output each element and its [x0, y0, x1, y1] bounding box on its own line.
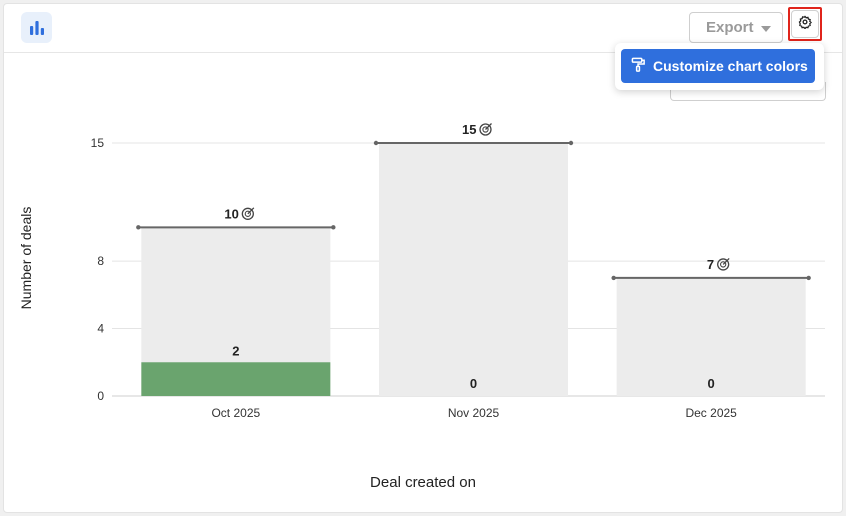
- target-icon-ring: [720, 261, 727, 268]
- y-tick-label: 15: [91, 136, 105, 150]
- customize-chart-colors-item[interactable]: Customize chart colors: [621, 49, 815, 83]
- target-icon-ring: [244, 210, 251, 217]
- settings-button[interactable]: [788, 7, 822, 41]
- goal-line-endpoint: [611, 275, 616, 281]
- bar-value-label: 0: [708, 376, 715, 391]
- target-icon-arrow: [485, 123, 492, 130]
- y-tick-label: 4: [97, 322, 104, 336]
- y-tick-label: 0: [97, 389, 104, 403]
- export-label: Export: [706, 19, 754, 36]
- target-icon: [717, 258, 730, 271]
- bar-value-label: 2: [232, 343, 239, 358]
- goal-line-endpoint: [806, 275, 811, 281]
- goal-line-endpoint: [136, 225, 141, 230]
- gear-icon: [798, 14, 813, 34]
- target-icon-ring: [482, 126, 489, 133]
- chart-toolbar: Export: [4, 4, 842, 53]
- chart-type-button[interactable]: [21, 12, 52, 43]
- x-axis-title: Deal created on: [370, 474, 476, 491]
- bar-chart-icon: [29, 20, 45, 36]
- settings-dropdown: Customize chart colors: [615, 43, 824, 90]
- x-tick-label: Dec 2025: [685, 406, 737, 420]
- goal-value-label: 7: [707, 257, 714, 272]
- goal-value-label: 15: [462, 122, 476, 137]
- menu-item-label: Customize chart colors: [653, 58, 808, 74]
- x-tick-label: Nov 2025: [448, 406, 500, 420]
- goal-line-endpoint: [373, 140, 379, 146]
- bar-value-label: 0: [470, 376, 477, 391]
- value-bar[interactable]: [141, 362, 331, 396]
- goal-bar[interactable]: [379, 143, 568, 396]
- goal-line-endpoint: [568, 140, 574, 146]
- paint-roller-icon: [631, 57, 646, 75]
- export-button[interactable]: Export: [689, 12, 783, 43]
- goal-value-label: 10: [224, 206, 238, 221]
- target-icon-arrow: [722, 257, 730, 265]
- y-tick-label: 8: [97, 254, 104, 268]
- target-icon: [241, 207, 254, 220]
- x-tick-label: Oct 2025: [211, 406, 260, 420]
- chevron-down-icon: [761, 26, 771, 32]
- goal-bar[interactable]: [616, 277, 806, 396]
- goal-line-endpoint: [331, 225, 336, 230]
- target-icon: [479, 123, 492, 136]
- target-icon-arrow: [247, 207, 255, 215]
- y-axis-title-text: Number of deals: [18, 206, 34, 310]
